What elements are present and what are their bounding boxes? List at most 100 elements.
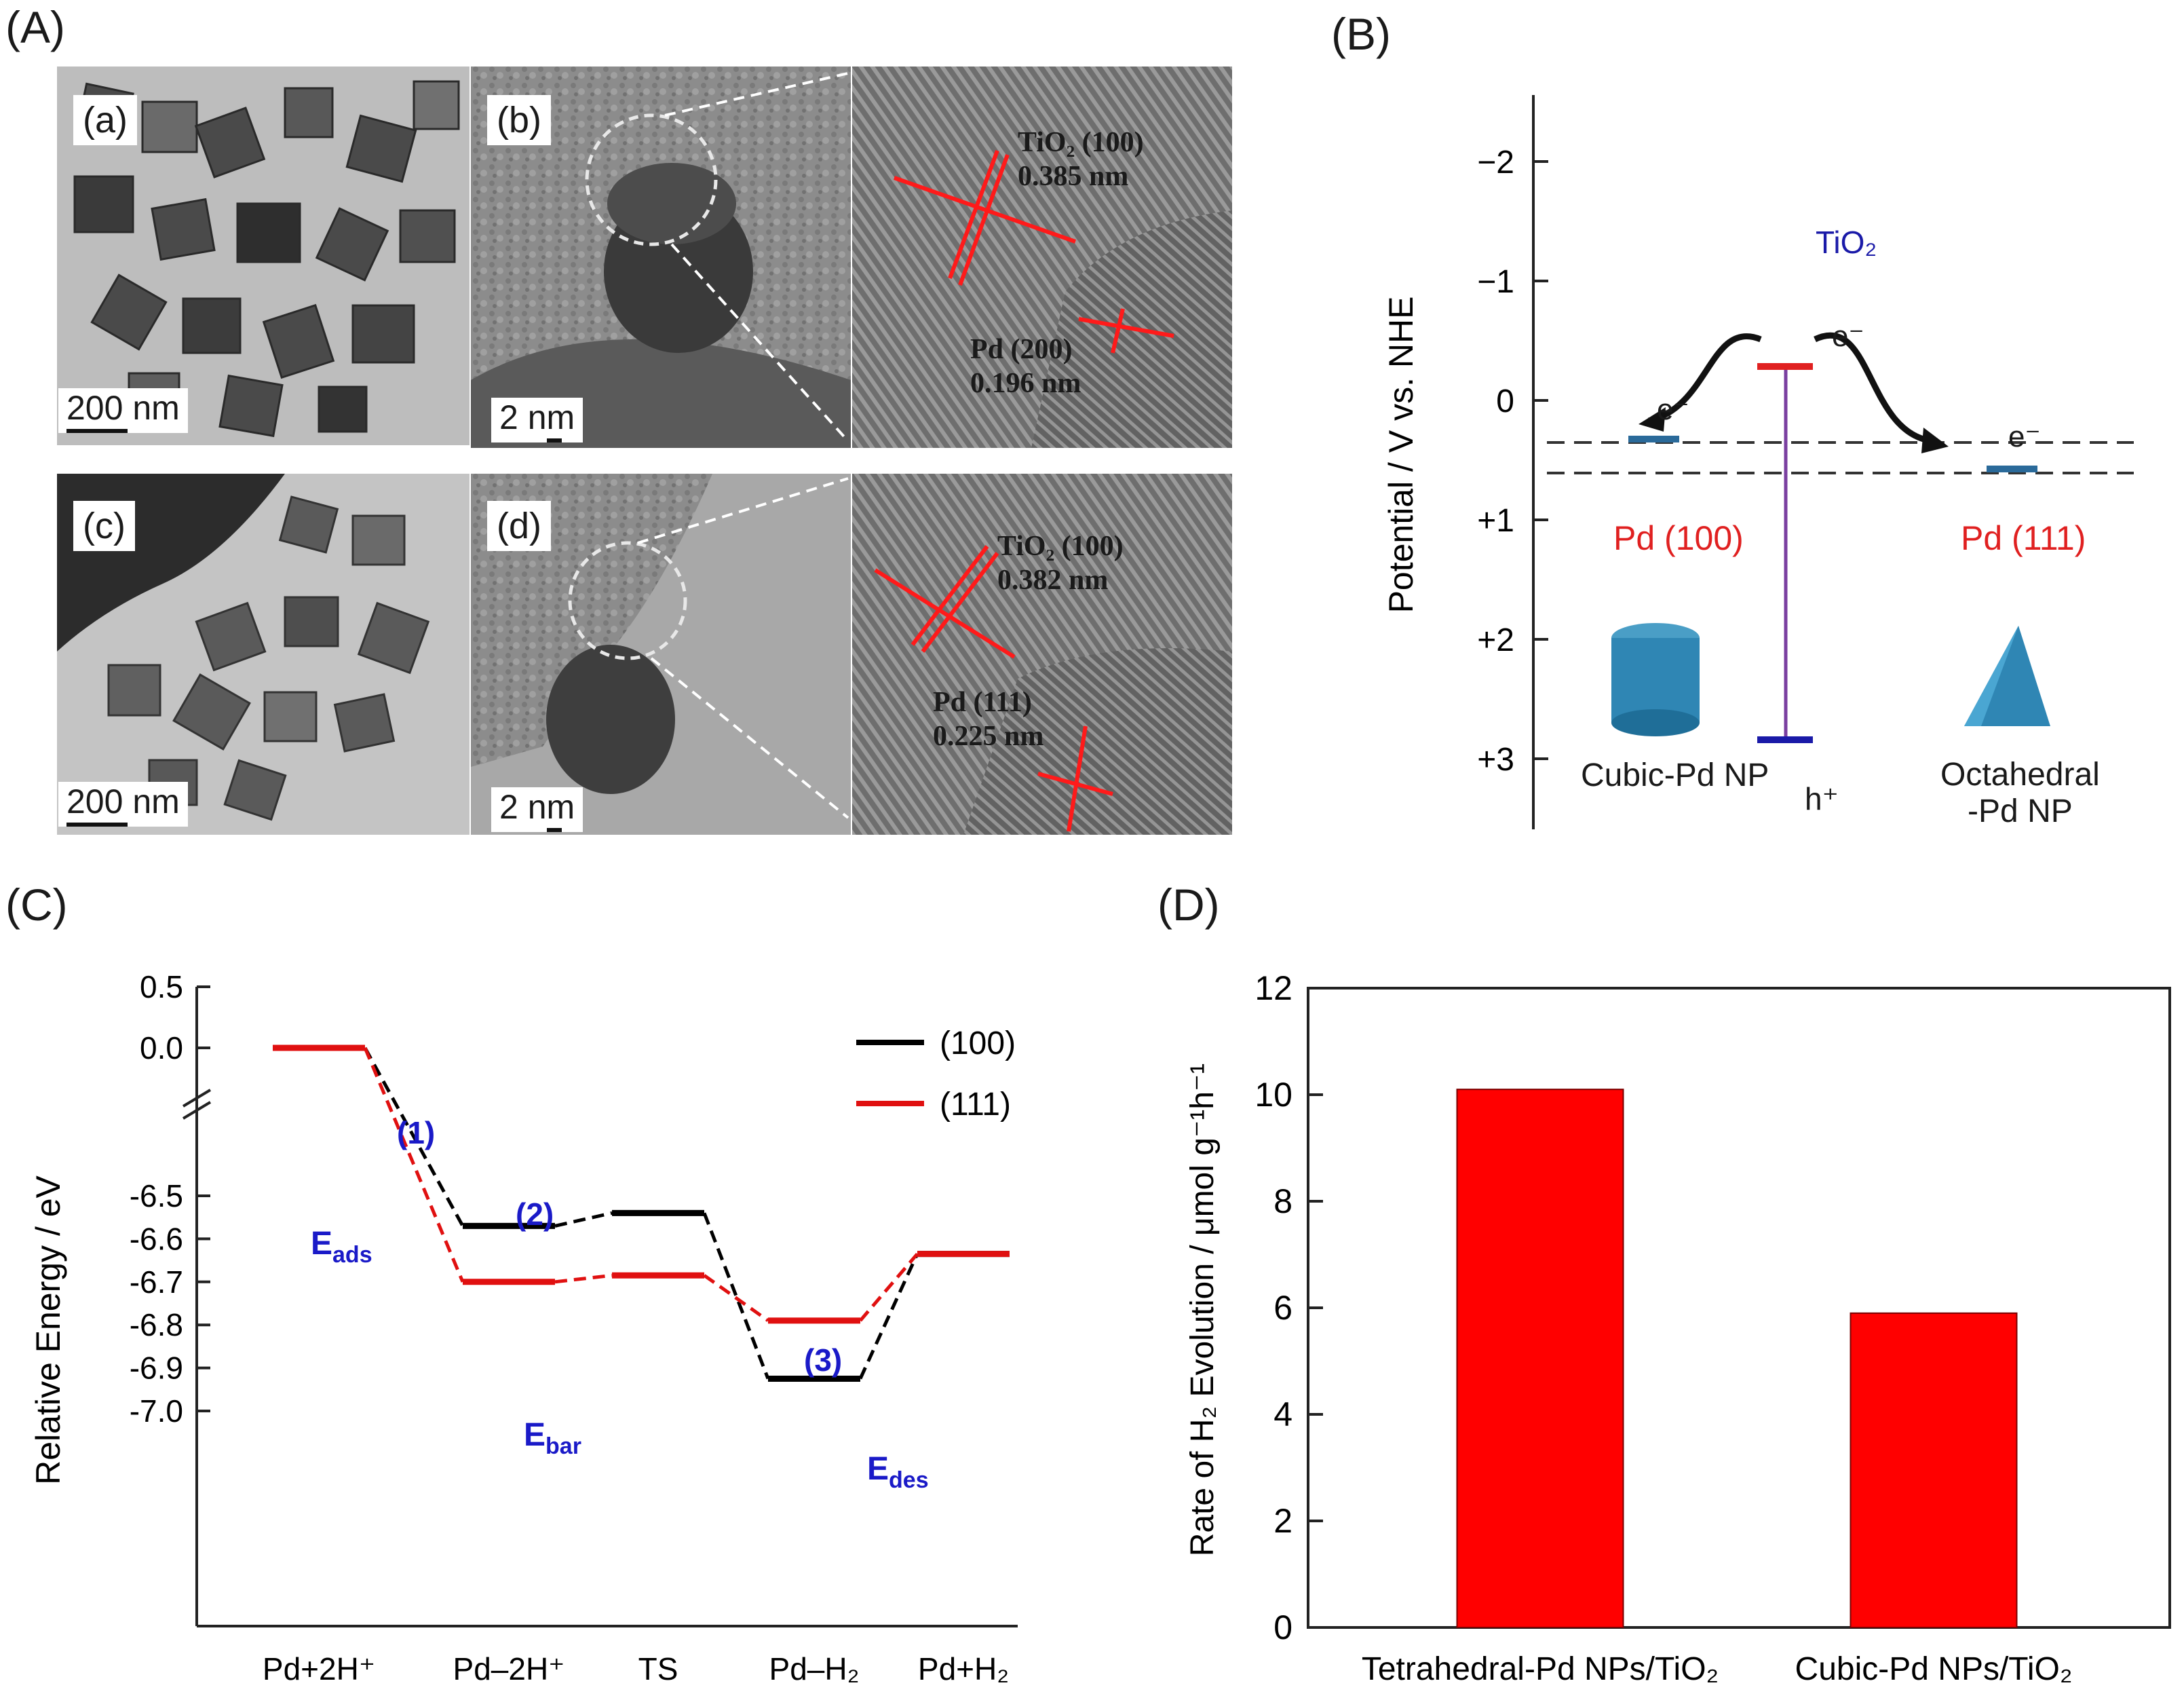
tem-image-b bbox=[471, 67, 851, 448]
panel-label-a: (A) bbox=[5, 2, 65, 52]
cubic-pd-np-label: Cubic-Pd NP bbox=[1581, 757, 1769, 793]
energy-y-tick-label: -6.7 bbox=[130, 1264, 183, 1300]
energy-y-tick-label: -7.0 bbox=[130, 1393, 183, 1429]
energy-connector bbox=[859, 1252, 919, 1322]
scale-bar-c: 200 nm bbox=[58, 782, 188, 827]
energy-series-100 bbox=[273, 1044, 1010, 1382]
bar-y-tick-label: 2 bbox=[1273, 1502, 1292, 1540]
band-tick-5: +2 bbox=[1477, 622, 1514, 658]
octahedral-pd-np-shape bbox=[1964, 626, 2050, 726]
lattice-top-tio2-plane: TiO₂ (100) bbox=[1018, 127, 1144, 158]
bar-x-label: Tetrahedral-Pd NPs/TiO₂ bbox=[1362, 1651, 1719, 1687]
tem-label-a: (a) bbox=[73, 95, 137, 145]
lattice-bottom-tio2-plane: TiO₂ (100) bbox=[997, 531, 1124, 562]
octahedral-pd-np-label: Octahedral -Pd NP bbox=[1940, 757, 2100, 830]
tem-label-b: (b) bbox=[487, 95, 551, 145]
electron-label-top: e⁻ bbox=[1832, 320, 1864, 353]
octahedral-pd-np-label-line1: Octahedral bbox=[1940, 757, 2100, 793]
e-bar-label: Ebar bbox=[524, 1417, 581, 1459]
bar-y-tick-label: 4 bbox=[1273, 1395, 1292, 1433]
scale-bar-b-text: 2 nm bbox=[499, 398, 575, 436]
tem-label-c: (c) bbox=[73, 501, 135, 551]
energy-y-tick-label: -6.5 bbox=[130, 1178, 183, 1213]
energy-connector bbox=[363, 1047, 465, 1227]
tem-image-c bbox=[57, 474, 470, 835]
legend-label-111: (111) bbox=[940, 1087, 1011, 1123]
electron-label-left: e⁻ bbox=[1657, 393, 1689, 426]
scale-bar-d: 2 nm bbox=[491, 787, 583, 832]
energy-connector bbox=[363, 1047, 465, 1283]
energy-y-tick-label: -6.6 bbox=[130, 1221, 183, 1256]
e-ads-symbol: E bbox=[311, 1226, 332, 1262]
band-tick-2: −1 bbox=[1477, 264, 1514, 300]
step-3-label: (3) bbox=[804, 1342, 842, 1378]
e-bar-symbol: E bbox=[524, 1417, 545, 1453]
lattice-top-tio2: TiO₂ (100) 0.385 nm bbox=[1018, 126, 1144, 194]
electron-transfer-arrow-left bbox=[1647, 333, 1762, 424]
band-tick-4: +1 bbox=[1477, 503, 1514, 539]
energy-connector bbox=[858, 1253, 919, 1380]
e-ads-label: Eads bbox=[311, 1226, 372, 1268]
legend-label-100: (100) bbox=[940, 1025, 1016, 1061]
energy-y-tick-label: 0.5 bbox=[140, 969, 183, 1004]
energy-x-tick-label: Pd–2H⁺ bbox=[453, 1651, 565, 1686]
bar-y-tick-label: 6 bbox=[1273, 1289, 1292, 1327]
bar-plot-frame bbox=[1307, 987, 2171, 1629]
bar-y-tick-label: 10 bbox=[1254, 1076, 1292, 1114]
band-tick-6: +3 bbox=[1477, 742, 1514, 778]
energy-connector bbox=[554, 1211, 613, 1228]
bar-y-tick-label: 12 bbox=[1254, 969, 1292, 1007]
e-des-label: Edes bbox=[867, 1451, 929, 1493]
lattice-bottom-pd-plane: Pd (111) bbox=[933, 687, 1032, 718]
e-des-subscript: des bbox=[889, 1467, 929, 1493]
band-y-ticks bbox=[1533, 160, 1548, 760]
octahedral-pd-np-label-line2: -Pd NP bbox=[1968, 793, 2073, 829]
lattice-bottom-pd: Pd (111) 0.225 nm bbox=[933, 685, 1043, 754]
lattice-top-pd-spacing: 0.196 nm bbox=[970, 368, 1081, 400]
panel-label-d: (D) bbox=[1157, 880, 1220, 930]
scale-bar-a: 200 nm bbox=[58, 388, 188, 433]
h2-evolution-bar-chart: 0 2 4 6 8 10 12 Tetrahedral-Pd NPs/TiO₂ Cubic-P… bbox=[1185, 969, 2171, 1687]
band-diagram: −2 −1 0 +1 +2 +3 Potential / V vs. NHE bbox=[1382, 95, 2134, 829]
tem-label-d: (d) bbox=[487, 501, 551, 551]
pd100-label: Pd (100) bbox=[1613, 519, 1744, 557]
e-des-symbol: E bbox=[867, 1451, 889, 1487]
tem-image-b-zoom bbox=[852, 67, 1232, 448]
energy-series-111 bbox=[273, 1044, 1010, 1324]
scale-bar-b: 2 nm bbox=[491, 398, 583, 442]
energy-connector bbox=[554, 1273, 613, 1284]
band-tick-1: −2 bbox=[1477, 145, 1514, 181]
energy-x-tick-label: Pd+2H⁺ bbox=[263, 1651, 375, 1686]
hole-label: h⁺ bbox=[1805, 781, 1839, 816]
e-bar-subscript: bar bbox=[545, 1433, 581, 1459]
lattice-bottom-pd-spacing: 0.225 nm bbox=[933, 721, 1044, 753]
bar-cubic bbox=[1850, 1312, 2018, 1628]
bar-tetrahedral bbox=[1456, 1089, 1624, 1628]
energy-y-label: Relative Energy / eV bbox=[29, 1175, 67, 1484]
energy-x-tick-label: TS bbox=[638, 1651, 678, 1686]
energy-connector bbox=[702, 1212, 770, 1380]
panel-label-b: (B) bbox=[1331, 9, 1391, 59]
energy-y-tick-label: -6.8 bbox=[130, 1307, 183, 1342]
lattice-bottom-tio2-spacing: 0.382 nm bbox=[997, 565, 1109, 597]
tem-panel-graphics bbox=[57, 67, 1232, 835]
energy-y-tick-label: 0.0 bbox=[140, 1030, 183, 1066]
energy-x-tick-label: Pd+H₂ bbox=[918, 1651, 1009, 1686]
lattice-top-pd-plane: Pd (200) bbox=[970, 334, 1073, 365]
electron-transfer-arrow-right bbox=[1814, 332, 1934, 445]
energy-y-tick-label: -6.9 bbox=[130, 1351, 183, 1386]
band-tick-3: 0 bbox=[1496, 383, 1514, 419]
scale-bar-c-text: 200 nm bbox=[66, 783, 180, 821]
panel-label-c: (C) bbox=[5, 880, 68, 930]
pd100-level-mark bbox=[1628, 436, 1679, 442]
cubic-pd-np-shape bbox=[1611, 623, 1700, 736]
pd111-level-mark bbox=[1987, 466, 2037, 472]
energy-profile-chart: 0.5 0.0 -6.5 -6.6 -6.7 -6.8 -6.9 -7.0 Pd+2H⁺ Pd–… bbox=[29, 969, 1018, 1686]
lattice-top-tio2-spacing: 0.385 nm bbox=[1018, 161, 1129, 193]
step-2-label: (2) bbox=[516, 1196, 554, 1232]
lattice-top-pd: Pd (200) 0.196 nm bbox=[970, 333, 1081, 401]
tem-image-d-zoom bbox=[852, 474, 1232, 835]
scale-bar-a-text: 200 nm bbox=[66, 389, 180, 427]
scale-bar-d-text: 2 nm bbox=[499, 788, 575, 826]
band-y-label: Potential / V vs. NHE bbox=[1382, 297, 1420, 614]
